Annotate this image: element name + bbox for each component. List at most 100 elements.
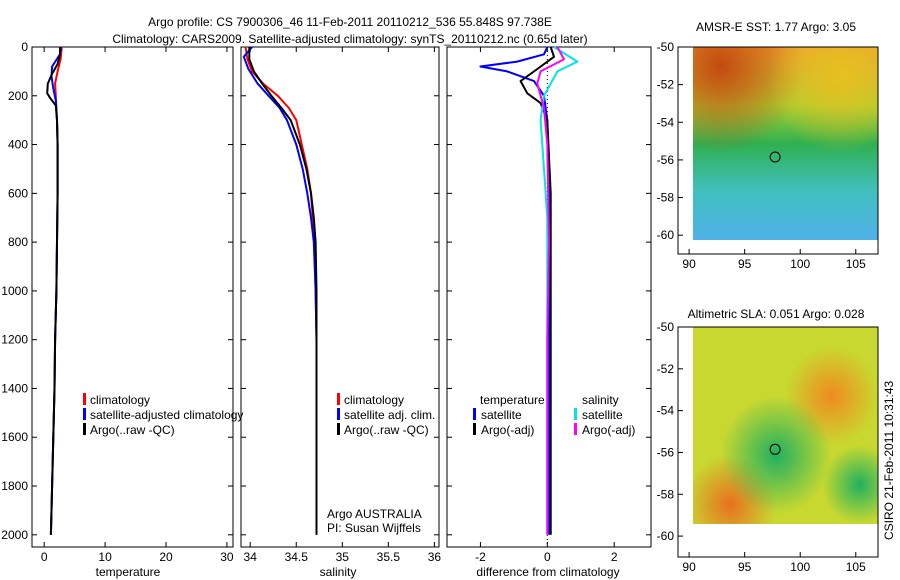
map-ytick-label: -52: [657, 362, 675, 376]
temperature-xlabel: temperature: [96, 565, 161, 579]
xtick-label: 34: [244, 550, 258, 564]
legend-swatch-sal-satellite: [574, 408, 577, 420]
ytick-label: 2000: [1, 528, 28, 542]
legend-swatch-satellite: [337, 408, 340, 420]
legend-label-climatology: climatology: [90, 393, 150, 407]
series-line-salinity-satellite: [539, 46, 579, 535]
difference-series: [479, 46, 579, 535]
temperature-panel-frame: [31, 46, 234, 548]
sst-float-marker: [769, 151, 781, 163]
map-ytick-label: -56: [657, 445, 675, 459]
map-xtick-label: 95: [738, 257, 752, 271]
difference-legend: temperature satellite Argo(-adj) salinit…: [473, 393, 635, 437]
ytick-label: 1600: [1, 430, 28, 444]
map-ytick-label: -58: [657, 191, 675, 205]
sst-map-frame: [677, 46, 879, 255]
legend-label-satellite: satellite-adjusted climatology: [90, 408, 243, 422]
legend-label-sal-argo: Argo(-adj): [582, 423, 635, 437]
credit-stamp: CSIRO 21-Feb-2011 10:31:43: [882, 380, 896, 540]
temperature-panel: 0 10 20 30 0 200 400 600 800 1000 1200 1400 1600 1800…: [1, 40, 243, 579]
legend-swatch-climatology: [83, 393, 86, 405]
legend-label-argo: Argo(..raw -QC): [344, 423, 429, 437]
salinity-axis: 34 34.5 35 35.5 36: [241, 46, 442, 564]
legend-swatch-satellite: [83, 408, 86, 420]
temperature-axis: 0 10 20 30 0 200 400 600 800 1000 1200 1400 1600 1800…: [1, 40, 234, 564]
legend-swatch-temp-satellite: [473, 408, 476, 420]
ytick-label: 0: [21, 40, 28, 54]
sst-map-yellow-patch: [693, 47, 878, 240]
ytick-label: 200: [8, 89, 28, 103]
map-ytick-label: -50: [657, 40, 675, 54]
salinity-legend: climatology satellite adj. clim. Argo(..…: [337, 393, 435, 437]
credit-program: Argo AUSTRALIA: [327, 507, 422, 521]
xtick-label: 34.5: [285, 550, 309, 564]
salinity-panel: 34 34.5 35 35.5 36 salinity climatology sate…: [240, 46, 442, 579]
xtick-label: 30: [220, 550, 234, 564]
map-xtick-label: 90: [682, 560, 696, 574]
xtick-label: 35: [336, 550, 350, 564]
map-xtick-label: 100: [790, 560, 810, 574]
sla-map-axis: 90 95 100 105 -50 -52 -54 -56 -58 -60: [657, 320, 866, 574]
ytick-label: 600: [8, 186, 28, 200]
sst-map-panel: AMSR-E SST: 1.77 Argo: 3.05 90 95 100 105 -5…: [657, 20, 879, 271]
legend-label-sal-satellite: satellite: [582, 408, 623, 422]
temperature-legend: climatology satellite-adjusted climatolo…: [83, 393, 243, 437]
title-line-2: Climatology: CARS2009. Satellite-adjuste…: [112, 32, 587, 46]
difference-panel-frame: [446, 46, 652, 548]
xtick-label: 35.5: [377, 550, 401, 564]
map-ytick-label: -54: [657, 404, 675, 418]
series-line-salinity-argo-adj: [536, 46, 565, 535]
legend-swatch-argo: [83, 423, 86, 435]
sla-map-title: Altimetric SLA: 0.051 Argo: 0.028: [688, 307, 865, 321]
legend-label-temp-satellite: satellite: [481, 408, 522, 422]
sla-map-panel: Altimetric SLA: 0.051 Argo: 0.028: [657, 307, 879, 574]
legend-swatch-sal-argo: [574, 423, 577, 435]
map-xtick-label: 95: [738, 560, 752, 574]
xtick-label: -2: [475, 550, 486, 564]
map-ytick-label: -52: [657, 78, 675, 92]
ytick-label: 1800: [1, 479, 28, 493]
legend-label-satellite: satellite adj. clim.: [344, 408, 435, 422]
series-line-satellite-adj-clim: [242, 46, 318, 535]
xtick-label: 36: [428, 550, 442, 564]
sla-map-frame: [677, 326, 879, 558]
credit-pi: PI: Susan Wijffels: [327, 521, 421, 535]
ytick-label: 800: [8, 235, 28, 249]
ytick-label: 1000: [1, 284, 28, 298]
legend-label-argo: Argo(..raw -QC): [90, 423, 175, 437]
map-ytick-label: -58: [657, 487, 675, 501]
legend-label-temp-argo: Argo(-adj): [481, 423, 534, 437]
map-ytick-label: -50: [657, 320, 675, 334]
title-line-1: Argo profile: CS 7900306_46 11-Feb-2011 …: [148, 15, 552, 29]
salinity-series: [242, 46, 318, 535]
legend-heading-salinity: salinity: [582, 393, 619, 407]
salinity-xlabel: salinity: [320, 565, 357, 579]
legend-swatch-temp-argo: [473, 423, 476, 435]
series-line-temperature-satellite: [479, 46, 550, 535]
map-ytick-label: -60: [657, 529, 675, 543]
xtick-label: 2: [611, 550, 618, 564]
temperature-series: [46, 46, 63, 535]
legend-heading-temperature: temperature: [480, 393, 545, 407]
legend-label-climatology: climatology: [344, 393, 404, 407]
map-ytick-label: -56: [657, 153, 675, 167]
map-xtick-label: 90: [682, 257, 696, 271]
map-xtick-label: 100: [790, 257, 810, 271]
sla-float-marker: [769, 443, 781, 455]
series-line-climatology: [244, 46, 318, 535]
legend-swatch-argo: [337, 423, 340, 435]
difference-panel: -2 0 2 difference from climatology tempera…: [446, 46, 652, 579]
map-ytick-label: -54: [657, 115, 675, 129]
sst-map-axis: 90 95 100 105 -50 -52 -54 -56 -58 -60: [657, 40, 866, 271]
series-line-argo-raw-qc: [46, 47, 61, 535]
ytick-label: 1400: [1, 381, 28, 395]
series-line-temperature-argo-adj: [519, 46, 555, 535]
map-xtick-label: 105: [846, 560, 866, 574]
difference-xlabel: difference from climatology: [476, 565, 619, 579]
map-ytick-label: -60: [657, 228, 675, 242]
salinity-panel-frame: [240, 46, 440, 548]
xtick-label: 0: [544, 550, 551, 564]
xtick-label: 0: [41, 550, 48, 564]
ytick-label: 1200: [1, 333, 28, 347]
